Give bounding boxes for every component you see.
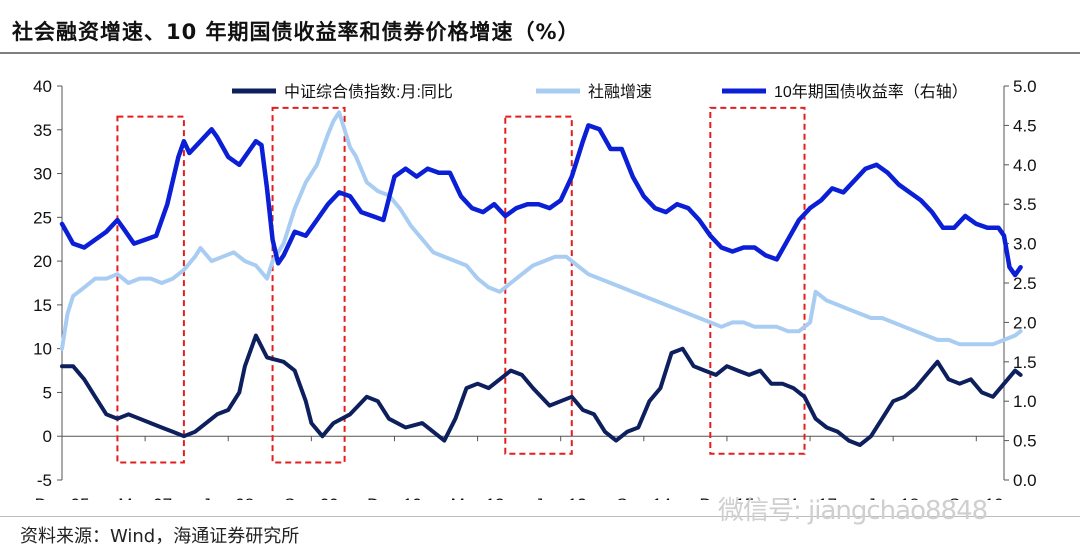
left-tick-label: 25 bbox=[33, 208, 52, 227]
series-line-1 bbox=[60, 333, 1023, 447]
left-tick-label: 20 bbox=[33, 252, 52, 271]
x-tick-label: Jun-18 bbox=[867, 495, 919, 500]
left-tick-label: 40 bbox=[33, 77, 52, 96]
x-tick-label: Mar-12 bbox=[451, 495, 505, 500]
highlight-box bbox=[709, 106, 806, 455]
x-tick-label: Jun-13 bbox=[535, 495, 587, 500]
series-line-3 bbox=[59, 123, 1023, 278]
legend-label-3: 10年期国债收益率（右轴） bbox=[774, 83, 968, 101]
left-tick-label: 15 bbox=[33, 296, 52, 315]
chart-title: 社会融资增速、10 年期国债收益率和债券价格增速（%） bbox=[12, 20, 580, 44]
highlight-box bbox=[504, 115, 573, 455]
right-tick-label: 0.0 bbox=[1013, 471, 1037, 490]
right-tick-label: 0.5 bbox=[1013, 432, 1037, 451]
right-tick-label: 5.0 bbox=[1013, 77, 1037, 96]
left-tick-label: 35 bbox=[33, 121, 52, 140]
right-tick-label: 3.0 bbox=[1013, 235, 1037, 254]
legend-label-1: 中证综合债指数:月:同比 bbox=[284, 83, 453, 101]
footer-divider bbox=[0, 516, 1080, 517]
right-tick-label: 4.5 bbox=[1013, 116, 1037, 135]
right-tick-label: 1.5 bbox=[1013, 353, 1037, 372]
right-tick-label: 4.0 bbox=[1013, 156, 1037, 175]
left-tick-label: 30 bbox=[33, 165, 52, 184]
x-tick-label: Sep-09 bbox=[284, 495, 339, 500]
series-lines bbox=[59, 110, 1023, 447]
right-tick-label: 1.0 bbox=[1013, 392, 1037, 411]
right-tick-label: 2.0 bbox=[1013, 313, 1037, 332]
left-tick-label: 10 bbox=[33, 340, 52, 359]
source-note: 资料来源：Wind，海通证券研究所 bbox=[20, 526, 300, 547]
legend-label-2: 社融增速 bbox=[588, 83, 652, 101]
x-tick-label: Dec-10 bbox=[367, 495, 422, 500]
highlight-boxes bbox=[116, 106, 806, 464]
x-tick-label: Dec-05 bbox=[35, 495, 90, 500]
highlight-box bbox=[271, 106, 346, 464]
series-line-2 bbox=[60, 110, 1023, 351]
x-tick-label: Jun-08 bbox=[202, 495, 254, 500]
highlight-box bbox=[116, 115, 185, 464]
left-tick-label: -5 bbox=[37, 471, 52, 490]
title-divider bbox=[0, 52, 1080, 54]
legend: 中证综合债指数:月:同比 社融增速 10年期国债收益率（右轴） bbox=[232, 83, 968, 101]
x-tick-label: Sep-14 bbox=[616, 495, 671, 500]
x-tick-label: Mar-07 bbox=[118, 495, 172, 500]
left-tick-label: 0 bbox=[43, 427, 52, 446]
right-tick-label: 3.5 bbox=[1013, 195, 1037, 214]
chart-axes: -5 0 5 10 15 20 25 30 35 40 0.0 0.5 1.0 1.5 2.0 2.5 3.0 3… bbox=[33, 77, 1037, 500]
chart: -5 0 5 10 15 20 25 30 35 40 0.0 0.5 1.0 1.5 2.0 2.5 3.0 3… bbox=[33, 77, 1037, 500]
left-tick-label: 5 bbox=[43, 383, 52, 402]
x-tick-label: Sep-19 bbox=[949, 495, 1004, 500]
x-tick-label: Dec-15 bbox=[700, 495, 755, 500]
right-tick-label: 2.5 bbox=[1013, 274, 1037, 293]
watermark: 微信号: jiangchao8848 bbox=[718, 496, 988, 526]
x-tick-label: Mar-17 bbox=[783, 495, 837, 500]
